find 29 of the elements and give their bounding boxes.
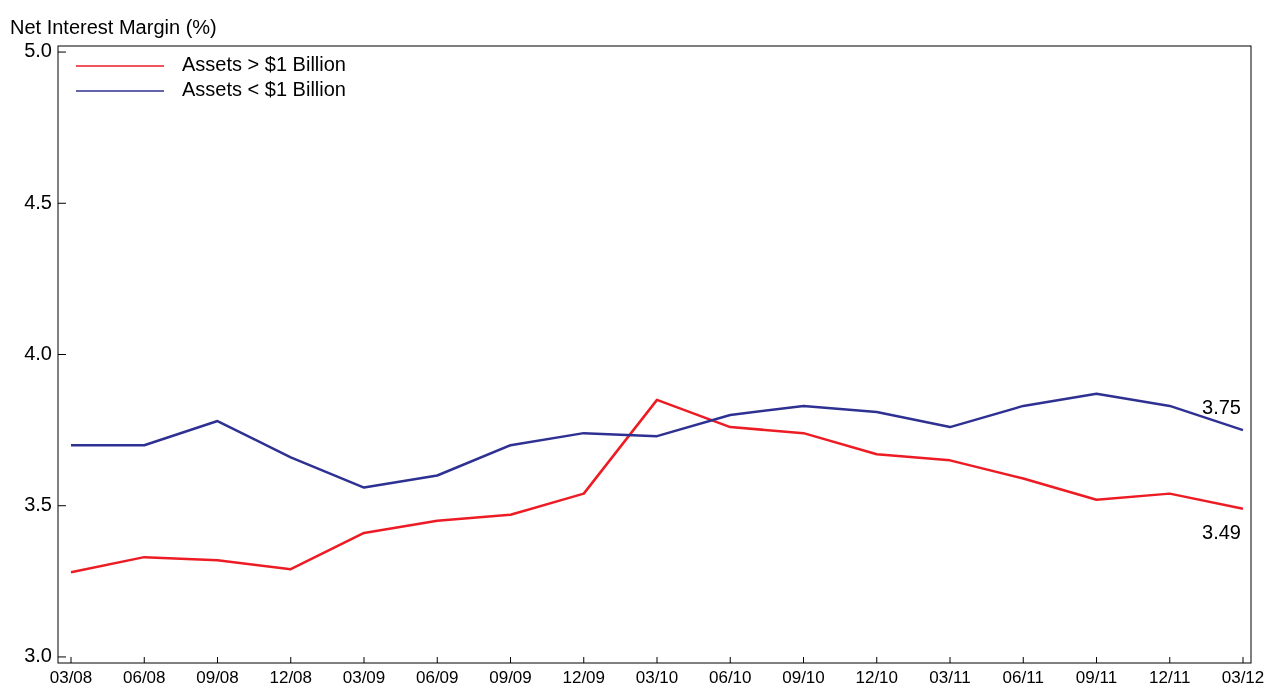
x-tick-label: 09/10 — [782, 668, 825, 687]
annotation: 3.75 — [1202, 396, 1241, 419]
annotation: 3.49 — [1202, 520, 1241, 543]
x-tick-label: 09/09 — [489, 668, 532, 687]
x-tick-label: 03/11 — [929, 668, 971, 687]
x-tick-label: 12/08 — [269, 668, 313, 687]
x-tick-label: 03/10 — [635, 668, 679, 687]
x-tick-label: 12/10 — [855, 668, 899, 687]
x-tick-label: 09/08 — [196, 668, 239, 687]
line-series — [69, 398, 1245, 574]
line-series — [69, 392, 1245, 489]
x-tick-label: 12/11 — [1149, 668, 1191, 687]
y-tick-label: 3.5 — [24, 493, 52, 516]
x-tick-label: 03/12 — [1221, 668, 1265, 687]
chart-title: Net Interest Margin (%) — [10, 16, 217, 38]
legend-label: Assets < $1 Billion — [182, 78, 346, 101]
y-tick-label: 5.0 — [24, 39, 52, 62]
y-tick-label: 3.0 — [24, 644, 52, 667]
x-tick-label: 03/09 — [342, 668, 386, 687]
x-tick-label: 06/09 — [415, 668, 459, 687]
y-tick-label: 4.0 — [24, 341, 52, 364]
legend-label: Assets > $1 Billion — [182, 53, 346, 76]
x-tick-label: 03/08 — [49, 668, 93, 687]
y-tick-label: 4.5 — [24, 190, 52, 213]
x-tick-label: 06/10 — [708, 668, 752, 687]
x-tick-label: 06/11 — [1002, 668, 1044, 687]
x-tick-label: 06/08 — [122, 668, 166, 687]
x-tick-label: 09/11 — [1075, 668, 1118, 687]
x-tick-label: 12/09 — [562, 668, 606, 687]
